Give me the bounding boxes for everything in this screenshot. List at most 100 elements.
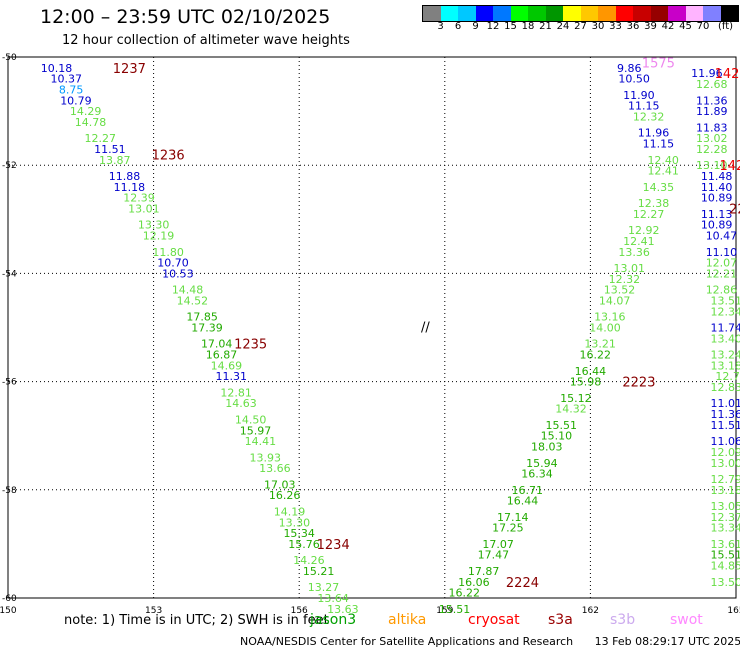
- wave-height-point: 15.51: [711, 549, 740, 562]
- pass-number-label: 1236: [152, 148, 185, 163]
- legend-tick-label: 36: [626, 21, 640, 32]
- wave-height-point: 14.63: [225, 397, 257, 410]
- wave-height-point: 13.30: [279, 516, 311, 529]
- wave-height-point: 13.63: [327, 603, 359, 616]
- color-legend-ticks: 3 6 9 12 15 18 21 24 27 30 33 36 39 42 45 70 (ft): [422, 21, 740, 33]
- wave-height-point: 13.40: [711, 332, 740, 345]
- wave-height-point: 14.32: [555, 403, 587, 416]
- legend-tick-label: 42: [661, 21, 675, 32]
- wave-height-point: 13.24: [711, 349, 740, 362]
- wave-height-point: 13.52: [604, 284, 636, 297]
- chart-subtitle: 12 hour collection of altimeter wave hei…: [62, 33, 350, 48]
- wave-height-point: 17.87: [468, 565, 500, 578]
- wave-height-point: 10.37: [50, 73, 82, 86]
- chart-title: 12:00 – 23:59 UTC 02/10/2025: [40, 6, 331, 28]
- wave-height-point: 18.03: [531, 441, 563, 454]
- wave-height-point: 11.74: [711, 322, 740, 335]
- wave-height-point: 12.32: [609, 273, 641, 286]
- wave-height-point: 11.15: [643, 138, 675, 151]
- wave-height-point: 13.36: [618, 246, 650, 259]
- wave-height-point: 11.36: [696, 94, 728, 107]
- legend-swatch: [650, 6, 668, 21]
- wave-height-point: 15.94: [526, 457, 558, 470]
- wave-height-point: 13.93: [249, 451, 281, 464]
- wave-height-point: 17.25: [492, 522, 524, 535]
- wave-height-point: 14.29: [70, 105, 102, 118]
- wave-height-point: 12.19: [143, 230, 175, 243]
- wave-height-point: 16.44: [575, 365, 607, 378]
- legend-tick-label: 24: [556, 21, 570, 32]
- wave-height-point: 10.53: [162, 267, 194, 280]
- wave-height-point: 13.87: [99, 154, 131, 167]
- legend-tick-label: 18: [521, 21, 535, 32]
- wave-height-point: 16.22: [580, 349, 612, 362]
- y-tick-label: -52: [2, 161, 17, 171]
- wave-height-point: 12.79: [711, 473, 740, 486]
- wave-height-point: 12.37: [711, 511, 740, 524]
- x-tick-label: 159: [436, 606, 453, 616]
- wave-height-point: 12.09: [711, 446, 740, 459]
- legend-swatch: [563, 6, 581, 21]
- wave-height-point: 13.16: [594, 311, 626, 324]
- wave-height-point: 15.76: [288, 538, 320, 551]
- wave-height-point: 17.14: [497, 511, 529, 524]
- wave-height-point: 13.05: [711, 500, 740, 513]
- legend-tick-label: 30: [591, 21, 605, 32]
- wave-height-point: 14.26: [293, 554, 325, 567]
- pass-number-label: 1428: [715, 67, 740, 82]
- y-tick-label: -50: [2, 53, 17, 63]
- wave-height-point: 11.48: [701, 170, 733, 183]
- wave-height-point: 15.21: [303, 565, 335, 578]
- wave-height-point: 14.35: [643, 181, 675, 194]
- pass-number-label: 2224: [506, 576, 539, 591]
- wave-height-point: 11.36: [711, 408, 740, 421]
- wave-height-point: 10.70: [157, 257, 189, 270]
- wave-height-point: 11.51: [94, 143, 126, 156]
- legend-unit: (ft): [717, 21, 734, 32]
- x-tick-label: 150: [0, 606, 17, 616]
- plot-frame: [7, 56, 737, 599]
- wave-height-point: 17.04: [201, 338, 233, 351]
- legend-tick-label: 39: [644, 21, 657, 32]
- wave-height-point: 12.28: [696, 143, 728, 156]
- wave-height-point: 12.40: [647, 154, 679, 167]
- wave-height-point: 17.07: [482, 538, 514, 551]
- wave-height-point: 15.51: [439, 603, 471, 616]
- wave-height-point: 16.34: [521, 468, 553, 481]
- wave-height-point: 16.87: [206, 349, 238, 362]
- legend-swatch: [440, 6, 458, 21]
- y-tick-label: -60: [2, 594, 17, 604]
- pass-number-label: 1237: [113, 62, 146, 77]
- center-marker: //: [421, 321, 430, 336]
- footer-timestamp: 13 Feb 08:29:17 UTC 2025: [594, 635, 740, 648]
- wave-height-point: 13.10: [696, 159, 728, 172]
- legend-swatch: [703, 6, 721, 21]
- wave-height-point: 13.34: [711, 522, 740, 535]
- wave-height-point: 15.98: [570, 376, 602, 389]
- wave-height-point: 13.01: [128, 202, 160, 215]
- wave-height-point: 15.34: [283, 527, 315, 540]
- wave-height-point: 11.01: [711, 397, 740, 410]
- legend-swatch: [580, 6, 598, 21]
- footer-credit: NOAA/NESDIS Center for Satellite Applica…: [240, 635, 574, 648]
- mission-s3a: s3a: [548, 612, 573, 628]
- wave-height-point: 14.50: [235, 413, 267, 426]
- wave-height-point: 11.31: [216, 370, 248, 383]
- pass-number-label: 2223: [622, 376, 655, 391]
- wave-height-point: 10.18: [41, 62, 73, 75]
- wave-height-point: 11.90: [623, 89, 655, 102]
- x-tick-label: 162: [582, 606, 599, 616]
- wave-height-point: 13.30: [138, 219, 170, 232]
- legend-swatch: [475, 6, 493, 21]
- wave-height-point: 17.03: [264, 478, 296, 491]
- wave-height-point: 11.89: [696, 105, 728, 118]
- color-legend-bar: [422, 5, 739, 22]
- wave-height-point: 14.69: [211, 359, 243, 372]
- wave-height-point: 13.18: [711, 484, 740, 497]
- wave-height-point: 16.22: [448, 587, 480, 600]
- wave-height-point: 14.52: [177, 294, 209, 307]
- wave-height-point: 13.01: [613, 262, 645, 275]
- wave-height-point: 12.38: [638, 197, 670, 210]
- pass-number-label: 1427: [719, 159, 740, 174]
